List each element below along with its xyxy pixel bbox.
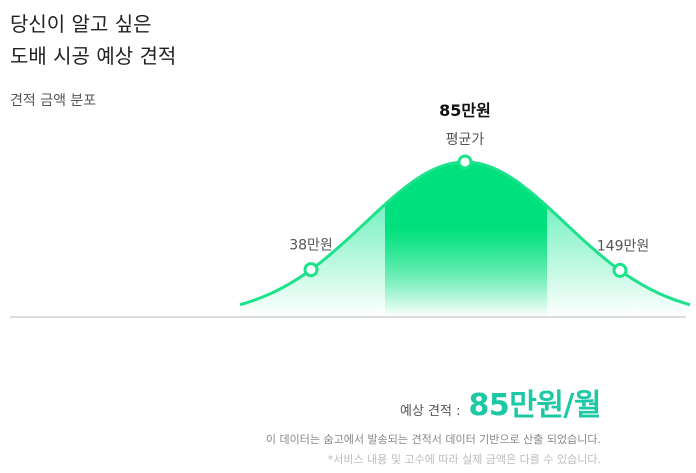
estimate-label: 예상 견적 : (399, 404, 461, 419)
headline-line-2: 도배 시공 예상 견적 (10, 44, 177, 68)
estimate-value: 85만원/월 (468, 388, 601, 423)
chart-section-label: 견적 금액 분포 (10, 93, 97, 109)
point-marker-low (303, 262, 319, 278)
point-label-high: 149만원 (597, 238, 649, 254)
page-headline: 당신이 알고 싶은 도배 시공 예상 견적 (10, 8, 176, 72)
headline-line-1: 당신이 알고 싶은 (10, 12, 152, 36)
point-sublabel-mean: 평균가 (446, 132, 485, 148)
data-source-note: 이 데이터는 숨고에서 발송되는 견적서 데이터 기반으로 산출 되었습니다. (265, 433, 601, 446)
disclaimer-note: *서비스 내용 및 고수에 따라 실제 금액은 다를 수 있습니다. (327, 453, 601, 466)
point-marker-high (612, 262, 628, 278)
point-label-mean: 85만원 (439, 101, 491, 120)
point-marker-mean (457, 154, 473, 170)
point-label-low: 38만원 (289, 238, 333, 254)
mean-band (385, 162, 547, 317)
estimate-summary: 예상 견적 : 85만원/월 (399, 380, 602, 424)
